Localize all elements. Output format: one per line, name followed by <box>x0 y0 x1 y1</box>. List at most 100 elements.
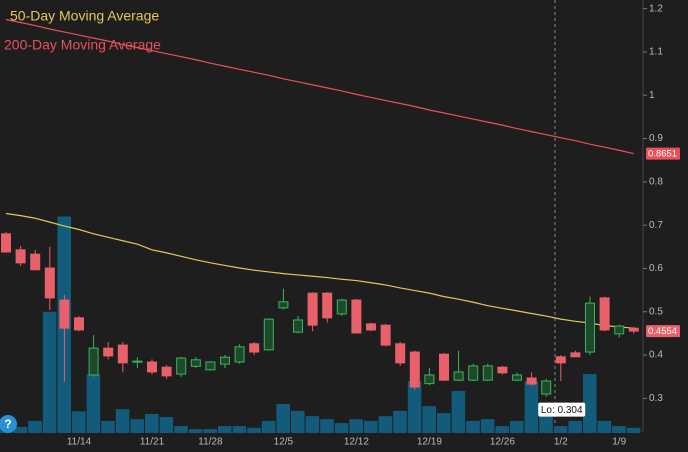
volume-bar <box>612 426 626 433</box>
candle-body <box>234 346 245 363</box>
candle-body <box>409 351 420 388</box>
volume-bar <box>72 411 86 433</box>
price-tag <box>646 325 680 338</box>
price-tag <box>646 147 680 160</box>
volume-bar <box>159 416 174 433</box>
candle-body <box>351 299 362 334</box>
volume-bar <box>407 381 422 433</box>
volume-bar <box>437 413 451 433</box>
y-tick-label: 0.6 <box>649 263 663 274</box>
volume-bar <box>232 426 247 433</box>
price-tag-label: 0.8651 <box>648 149 677 160</box>
volume-bar <box>597 420 612 433</box>
y-tick-label: 0.9 <box>649 133 663 144</box>
volume-bar <box>393 410 407 433</box>
x-tick-label: 1/9 <box>612 437 626 448</box>
y-tick-label: 0.3 <box>649 393 663 404</box>
candle-body <box>103 347 114 357</box>
candle-body <box>74 317 84 331</box>
candle-body <box>30 253 41 271</box>
volume-bar <box>364 420 378 433</box>
volume-bar <box>510 420 524 433</box>
candle-body <box>88 347 99 376</box>
volume-bar <box>466 420 480 433</box>
volume-bar <box>145 413 159 433</box>
volume-bar <box>203 429 217 433</box>
y-tick-label: 0.8 <box>649 177 663 188</box>
volume-bar <box>495 426 509 433</box>
candle-body <box>44 267 55 299</box>
volume-bar <box>42 311 57 433</box>
label-layer: 0.3 0.4 0.5 0.6 0.7 0.8 0.9 1 1.1 1.2 50-Day Movin… <box>4 3 680 448</box>
moving-average-line <box>5 18 634 155</box>
candle-body <box>468 365 479 381</box>
candle-body <box>117 344 128 364</box>
candle-body <box>15 249 26 264</box>
x-tick-label: 11/14 <box>67 437 92 448</box>
x-tick-label: 12/12 <box>344 437 369 448</box>
volume-bar <box>28 420 42 433</box>
candle-body <box>176 357 187 375</box>
volume-bar <box>188 429 203 433</box>
volume-bar <box>130 419 144 433</box>
volume-bar <box>305 416 320 433</box>
candle-body <box>424 374 435 385</box>
candle-layer <box>1 232 639 397</box>
candle-body <box>541 380 552 395</box>
moving-average-line <box>5 212 634 329</box>
candle-body <box>307 292 318 326</box>
volume-bar <box>626 427 641 433</box>
x-tick-label: 12/26 <box>490 437 515 448</box>
candle-body <box>585 302 595 353</box>
candle-body <box>59 299 70 329</box>
annotation: Lo: 0.304 <box>541 405 583 416</box>
volume-bar <box>568 420 582 433</box>
x-tick-label: 11/28 <box>198 437 223 448</box>
volume-bar <box>378 416 393 433</box>
candle-body <box>380 324 391 346</box>
x-tick-label: 12/5 <box>274 437 294 448</box>
candle-body <box>205 361 216 371</box>
candle-body <box>220 356 230 365</box>
candle-body <box>132 360 143 363</box>
candle-body <box>599 297 610 331</box>
candle-body <box>366 323 376 331</box>
volume-bar <box>247 427 261 433</box>
candle-body <box>395 343 406 364</box>
y-tick-label: 0.5 <box>649 306 663 317</box>
candle-body <box>439 353 449 381</box>
volume-bar <box>320 419 334 433</box>
candle-body <box>336 299 347 315</box>
candle-body <box>147 361 157 373</box>
candle-body <box>453 371 464 381</box>
candle-body <box>161 366 172 377</box>
candle-body <box>263 318 274 351</box>
legend-entry: 200-Day Moving Average <box>4 37 161 53</box>
volume-bar <box>553 426 568 433</box>
candle-body <box>555 356 566 364</box>
volume-bar <box>101 420 115 433</box>
y-tick-label: 1.1 <box>649 47 663 58</box>
candle-body <box>512 374 522 381</box>
volume-bar <box>583 374 597 433</box>
volume-bar <box>422 406 436 433</box>
volume-bar <box>174 426 188 433</box>
help-icon[interactable] <box>0 415 17 433</box>
volume-bar <box>218 426 232 433</box>
volume-bar <box>261 420 276 433</box>
ma-layer <box>5 18 634 329</box>
candle-body <box>293 319 303 333</box>
legend-entry: 50-Day Moving Average <box>10 8 159 24</box>
annotation-box <box>538 402 586 417</box>
candle-body <box>322 292 333 319</box>
candle-body <box>570 352 581 358</box>
candle-body <box>190 359 201 367</box>
candle-body <box>614 325 625 335</box>
volume-bar <box>291 410 305 433</box>
x-tick-label: 12/19 <box>417 437 442 448</box>
volume-bar <box>334 423 349 433</box>
help-icon-glyph[interactable]: ? <box>4 417 11 431</box>
x-tick-label: 11/21 <box>140 437 165 448</box>
